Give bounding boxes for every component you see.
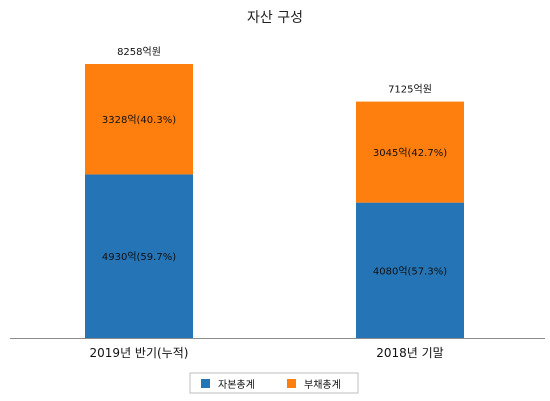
bar-liabilities-1 — [356, 101, 464, 203]
bars-layer — [85, 64, 464, 338]
legend-frame — [189, 372, 359, 394]
category-label-0: 2019년 반기(누적) — [90, 346, 189, 360]
data-label-equity-0: 4930억(59.7%) — [102, 251, 176, 263]
category-label-1: 2018년 기말 — [376, 346, 443, 360]
legend-label-equity: 자본총계 — [218, 379, 255, 391]
legend-swatch-equity — [201, 379, 210, 388]
chart-title: 자산 구성 — [247, 10, 303, 26]
bar-equity-0 — [85, 174, 193, 338]
legend-swatch-liabilities — [287, 379, 296, 388]
labels-layer: 4930억(59.7%) 3328억(40.3%) 8258억원 2019년 반기(누… — [90, 46, 448, 360]
total-label-0: 8258억원 — [117, 46, 161, 58]
legend-label-liabilities: 부채총계 — [304, 379, 341, 391]
bar-equity-1 — [356, 202, 464, 338]
data-label-liabilities-1: 3045억(42.7%) — [373, 147, 447, 159]
data-label-equity-1: 4080억(57.3%) — [373, 265, 447, 277]
legend: 자본총계 부채총계 — [189, 372, 359, 394]
bar-liabilities-0 — [85, 64, 193, 175]
total-label-1: 7125억원 — [388, 84, 432, 96]
data-label-liabilities-0: 3328억(40.3%) — [102, 114, 176, 126]
